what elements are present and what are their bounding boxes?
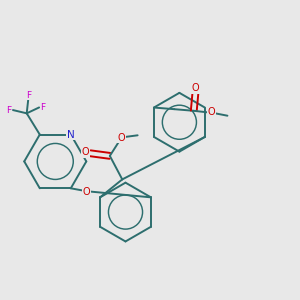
Text: F: F <box>40 103 46 112</box>
Text: O: O <box>83 187 90 196</box>
Text: O: O <box>82 147 89 157</box>
Text: O: O <box>192 83 200 93</box>
Text: O: O <box>118 133 125 143</box>
Text: N: N <box>67 130 75 140</box>
Text: F: F <box>26 91 31 100</box>
Text: F: F <box>7 106 12 115</box>
Text: O: O <box>208 107 216 117</box>
